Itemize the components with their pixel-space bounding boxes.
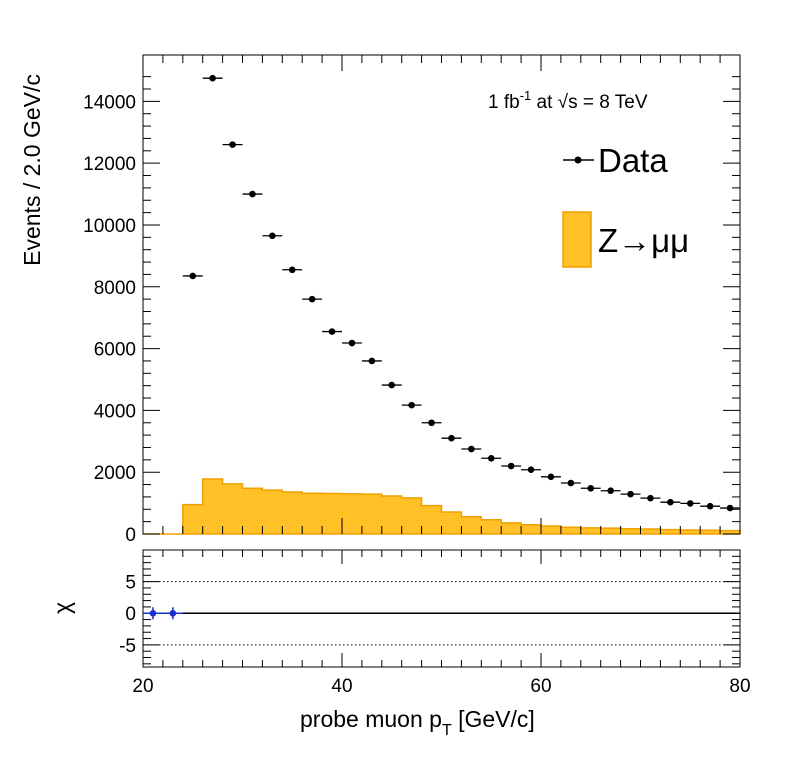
x-tick-label: 20 <box>132 676 153 697</box>
legend-label-zmumu: Z→μμ <box>598 222 689 259</box>
data-point <box>308 295 316 303</box>
data-point <box>408 401 415 409</box>
data-point <box>269 232 276 240</box>
data-points-layer <box>182 74 740 512</box>
data-point <box>607 487 614 495</box>
ratio-plot-frame <box>142 549 741 668</box>
ratio-reference-lines <box>143 581 740 646</box>
data-point <box>189 272 197 280</box>
main-y-tick-labels: 0 2000 4000 6000 8000 10000 12000 14000 <box>83 92 136 546</box>
y-tick-label: 6000 <box>94 340 136 361</box>
luminosity-annotation: 1 fb-1 at √s = 8 TeV <box>488 88 648 113</box>
y-tick-label: 0 <box>125 525 136 546</box>
data-point <box>647 494 654 502</box>
x-axis-title: probe muon pT [GeV/c] <box>300 706 535 739</box>
x-tick-label: 40 <box>331 676 352 697</box>
data-point <box>587 484 595 492</box>
data-point <box>627 490 634 498</box>
data-point <box>288 266 296 274</box>
data-point <box>368 357 376 365</box>
ratio-points-layer <box>143 607 183 620</box>
data-point <box>686 500 694 507</box>
y-tick-label: 2000 <box>94 463 136 484</box>
data-point <box>667 498 674 506</box>
ratio-y-tick-label: 5 <box>125 573 136 594</box>
y-tick-label: 12000 <box>83 154 136 175</box>
data-point <box>507 462 515 470</box>
ratio-y-axis-title: χ <box>49 602 75 614</box>
ratio-axis-ticks <box>142 550 741 667</box>
main-plot-frame <box>142 54 741 535</box>
y-tick-label: 14000 <box>83 92 136 113</box>
data-point <box>547 473 555 481</box>
ratio-point <box>169 609 177 617</box>
ratio-y-tick-labels: -5 0 5 <box>119 573 136 657</box>
x-tick-label: 60 <box>530 676 551 697</box>
data-point <box>706 502 714 510</box>
data-point <box>328 328 336 335</box>
signal-fill-layer <box>143 478 741 535</box>
main-axis-ticks <box>142 55 741 535</box>
legend: Data Z→μμ <box>562 142 689 268</box>
y-tick-label: 8000 <box>94 278 136 299</box>
x-tick-labels: 20 40 60 80 <box>132 676 750 697</box>
data-point <box>448 434 455 442</box>
y-tick-label: 4000 <box>94 401 136 422</box>
data-point <box>229 141 236 148</box>
legend-data-marker <box>574 156 582 164</box>
data-point <box>527 466 535 474</box>
y-tick-label: 10000 <box>83 216 136 237</box>
ratio-y-tick-label: 0 <box>125 604 136 625</box>
data-point <box>726 504 734 512</box>
data-point <box>348 339 356 347</box>
ratio-y-tick-label: -5 <box>119 636 136 657</box>
data-point <box>567 479 575 487</box>
x-tick-label: 80 <box>729 676 750 697</box>
ratio-point <box>149 609 157 617</box>
data-point <box>388 381 396 389</box>
data-point <box>428 419 435 427</box>
data-point <box>487 454 495 462</box>
y-axis-title: Events / 2.0 GeV/c <box>19 74 45 266</box>
zmumu-histogram <box>143 478 741 535</box>
legend-zmumu-swatch <box>562 211 592 268</box>
data-point <box>468 445 475 453</box>
data-point <box>209 74 216 82</box>
data-point <box>249 190 256 198</box>
legend-label-data: Data <box>598 142 668 179</box>
